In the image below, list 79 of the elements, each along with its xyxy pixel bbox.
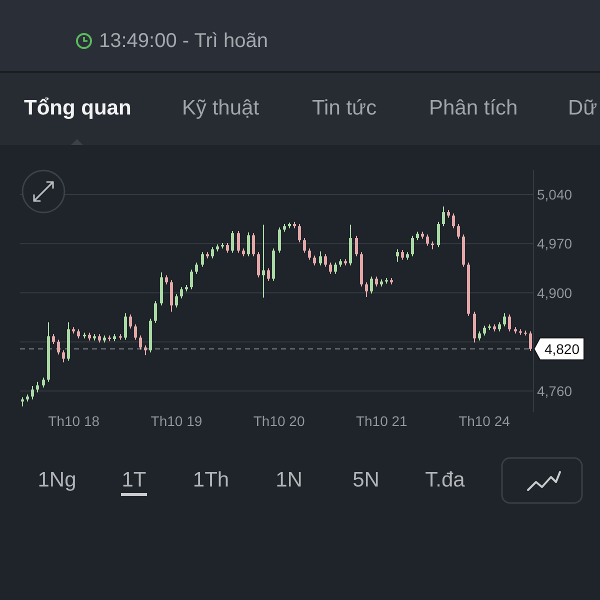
candlestick <box>329 262 332 274</box>
x-tick-label: Th10 21 <box>356 413 408 429</box>
text: Kỹ thuật <box>182 96 260 120</box>
x-tick-label: Th10 19 <box>150 413 202 429</box>
x-tick-label: Th10 18 <box>48 413 100 429</box>
candlestick <box>226 242 229 254</box>
candlestick <box>308 248 311 260</box>
candlestick <box>355 235 358 257</box>
candlestick <box>278 227 281 254</box>
candlestick <box>195 262 198 274</box>
candlestick <box>237 230 240 254</box>
candlestick <box>324 254 327 268</box>
candlestick <box>262 224 265 298</box>
candlestick <box>442 206 445 227</box>
candlestick <box>370 276 373 294</box>
candlestick <box>231 230 234 254</box>
candlestick <box>154 300 157 324</box>
chart-subtitle: 13:49:00 - Trì hoãn <box>99 30 268 52</box>
candlestick <box>175 294 178 308</box>
candlestick <box>252 232 255 257</box>
candlestick <box>201 252 204 268</box>
candlestick <box>144 344 147 356</box>
candlestick <box>62 350 65 363</box>
candlestick <box>303 238 306 254</box>
candlestick <box>129 314 132 330</box>
candlestick <box>319 250 322 266</box>
candlestick <box>134 324 137 340</box>
candlestick <box>483 325 486 336</box>
candlestick <box>31 386 34 400</box>
candlestick <box>437 221 440 248</box>
candlestick <box>529 330 532 352</box>
candlestick <box>508 314 511 332</box>
candlestick <box>411 235 414 257</box>
x-tick-label: Th10 24 <box>458 413 510 429</box>
text: Phân tích <box>429 96 518 120</box>
y-tick-label: 4,900 <box>537 284 572 301</box>
y-tick-label: 4,970 <box>537 236 572 252</box>
text: Tin tức <box>312 96 377 120</box>
text: 1Th <box>192 468 230 492</box>
candlestick <box>165 274 168 285</box>
candlestick <box>478 330 481 341</box>
candlestick <box>247 232 250 257</box>
candlestick <box>52 334 55 344</box>
candlestick <box>365 282 368 298</box>
candlestick <box>375 276 378 287</box>
x-tick-label: Th10 20 <box>253 413 305 429</box>
candlestick <box>139 335 142 350</box>
candlestick <box>190 269 193 290</box>
candlestick <box>21 396 24 407</box>
candlestick <box>124 312 127 340</box>
text: 1N <box>276 468 302 492</box>
candlestick <box>170 280 173 312</box>
candlestick <box>503 312 506 327</box>
candlestick <box>298 224 301 243</box>
candlestick <box>42 377 45 388</box>
candlestick <box>57 339 60 355</box>
candlestick <box>313 255 316 266</box>
candlestick <box>452 212 455 229</box>
candlestick <box>426 234 429 246</box>
candlestick <box>36 381 39 393</box>
ref-line-label: 4,820 <box>544 340 580 357</box>
y-tick-label: 5,040 <box>537 186 572 203</box>
candlestick <box>77 328 80 339</box>
candlestick <box>257 252 260 278</box>
candlestick <box>267 268 270 282</box>
y-tick-label: 4,760 <box>537 382 572 399</box>
text: 1T <box>122 468 146 492</box>
text: T.đa <box>425 468 466 492</box>
text: Dữ <box>568 96 598 120</box>
candlestick <box>180 286 183 299</box>
candlestick <box>498 322 501 332</box>
candlestick <box>401 249 404 260</box>
text: 5N <box>352 468 380 492</box>
candlestick <box>396 248 399 262</box>
text: Tổng quan <box>24 96 132 120</box>
candlestick <box>457 224 460 240</box>
candlestick <box>334 262 337 274</box>
candlestick <box>211 246 214 259</box>
text: 1Ng <box>38 468 76 492</box>
